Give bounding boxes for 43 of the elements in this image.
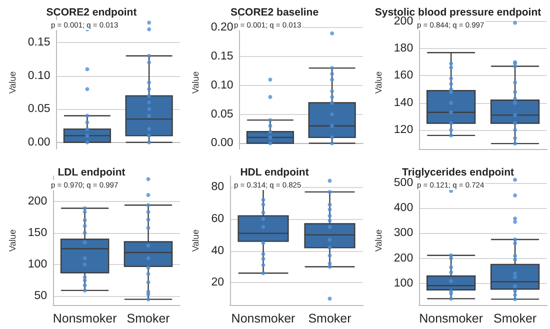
y-tick-label: 100 xyxy=(28,258,48,271)
y-tick-label: 0.00 xyxy=(28,136,50,148)
x-tick-label: Smoker xyxy=(308,312,352,326)
y-tick-label: 160 xyxy=(394,70,414,82)
y-axis-title: Value xyxy=(374,229,384,252)
x-tick-label: Nonsmoker xyxy=(419,312,484,326)
y-tick-label: 120 xyxy=(394,124,414,136)
y-tick-label: 0.15 xyxy=(210,50,234,62)
y-tick-label: 200 xyxy=(28,195,48,208)
chart-title: SCORE2 baseline xyxy=(230,6,319,18)
y-tick-label: 400 xyxy=(394,202,414,214)
y-tick-label: 180 xyxy=(394,42,414,55)
y-axis-title: Value xyxy=(190,71,200,94)
y-axis-title: Value xyxy=(190,229,200,252)
y-tick-label: 200 xyxy=(394,252,414,264)
y-axis-title: Value xyxy=(374,71,384,94)
chart-title: Triglycerides endpoint xyxy=(402,166,515,178)
y-tick-label: 0.20 xyxy=(210,22,234,34)
y-tick-label: 0.00 xyxy=(210,137,234,150)
chart-title: SCORE2 endpoint xyxy=(46,6,138,18)
x-tick-label: Smoker xyxy=(126,312,170,326)
y-tick-label: 500 xyxy=(394,176,414,189)
chart-title: LDL endpoint xyxy=(58,166,126,178)
y-tick-label: 100 xyxy=(394,278,414,290)
y-tick-label: 60 xyxy=(211,213,224,225)
y-axis-title: Value xyxy=(8,229,18,252)
y-tick-label: 50 xyxy=(34,290,48,302)
x-tick-label: Nonsmoker xyxy=(52,312,117,326)
x-tick-label: Nonsmoker xyxy=(231,312,296,326)
y-tick-label: 20 xyxy=(211,276,224,289)
y-axis-title: Value xyxy=(8,71,18,94)
y-tick-label: 0.05 xyxy=(210,108,234,120)
y-tick-label: 0.15 xyxy=(28,36,50,49)
y-tick-label: 0.10 xyxy=(28,70,50,82)
y-tick-label: 0.05 xyxy=(28,103,50,116)
x-tick-label: Smoker xyxy=(493,312,537,326)
y-tick-label: 300 xyxy=(394,227,414,240)
y-tick-label: 150 xyxy=(28,226,48,239)
y-tick-label: 80 xyxy=(211,181,224,194)
y-tick-label: 140 xyxy=(394,96,414,109)
y-tick-label: 0.10 xyxy=(210,79,234,92)
chart-title: HDL endpoint xyxy=(240,166,310,178)
y-tick-label: 40 xyxy=(211,244,224,257)
